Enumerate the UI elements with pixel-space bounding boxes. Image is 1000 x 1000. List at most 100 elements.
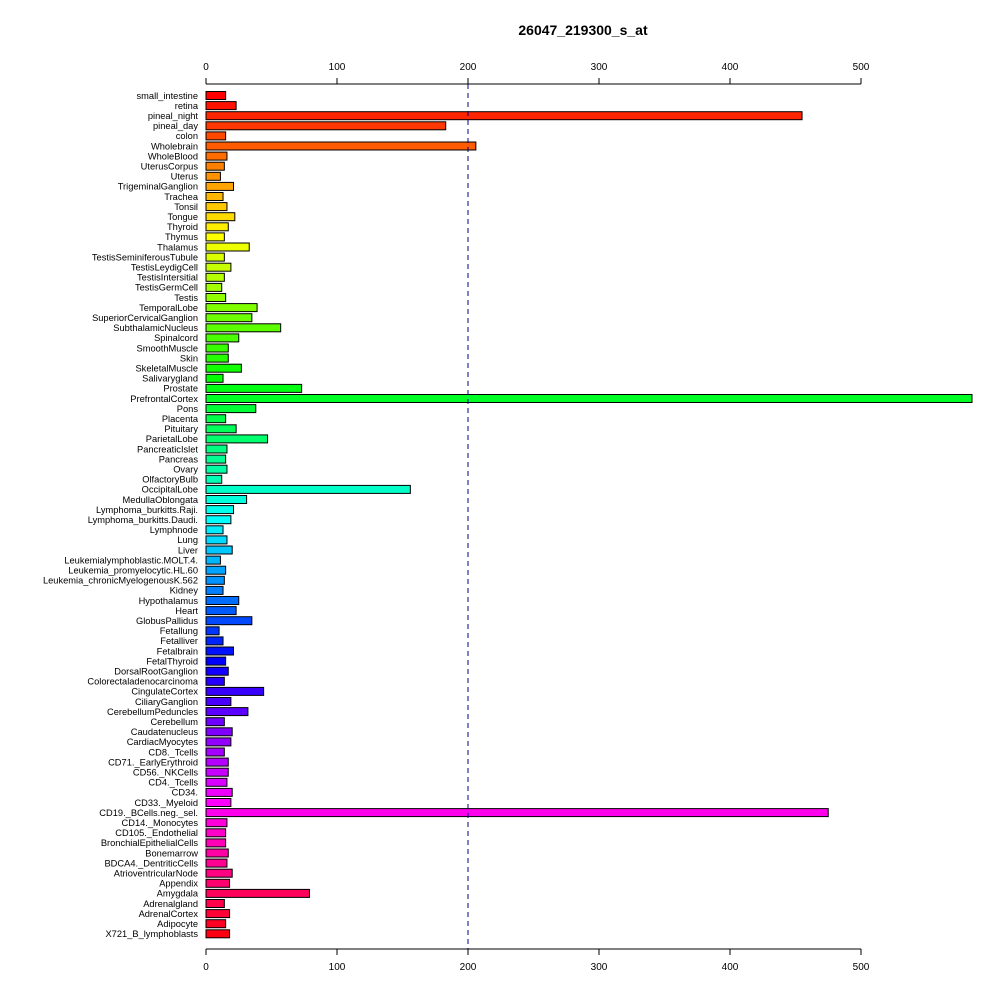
bar <box>205 707 249 717</box>
bar <box>205 121 447 131</box>
category-label: OccipitalLobe <box>142 485 198 495</box>
bar <box>205 818 228 828</box>
category-label: Bonemarrow <box>145 848 198 858</box>
category-label: Testis <box>174 293 198 303</box>
category-label: CerebellumPeduncles <box>107 707 198 717</box>
category-label: Cerebellum <box>150 717 198 727</box>
bar <box>205 373 224 383</box>
category-label: Uterus <box>171 172 199 182</box>
bottom-tick-label: 500 <box>853 962 870 973</box>
bar <box>205 555 221 565</box>
bar <box>205 333 240 343</box>
top-tick-label: 300 <box>591 62 608 73</box>
bar <box>205 434 269 444</box>
category-label: Trachea <box>164 192 199 202</box>
category-label: PrefrontalCortex <box>130 394 198 404</box>
bar <box>205 596 240 605</box>
category-label: SkeletalMuscle <box>135 364 198 374</box>
category-label: TestisSeminiferousTubule <box>92 252 198 262</box>
bar <box>205 545 233 555</box>
category-label: pineal_day <box>153 121 198 131</box>
category-label: Pancreas <box>159 454 199 464</box>
category-label: DorsalRootGanglion <box>114 667 198 677</box>
bar <box>205 101 237 111</box>
bar <box>205 181 235 191</box>
bar <box>205 111 803 121</box>
bar <box>205 171 221 181</box>
category-label: Kidney <box>170 586 199 596</box>
bar <box>205 636 224 646</box>
bar <box>205 272 225 282</box>
category-label: SubthalamicNucleus <box>113 323 198 333</box>
bar <box>205 535 228 545</box>
bottom-tick-label: 0 <box>203 962 209 973</box>
bottom-tick-label: 400 <box>722 962 739 973</box>
category-label: CingulateCortex <box>131 687 198 697</box>
category-label: Leukemialymphoblastic.MOLT.4. <box>64 555 198 565</box>
bar <box>205 404 257 414</box>
top-tick-label: 400 <box>722 62 739 73</box>
bar <box>205 767 229 777</box>
bar <box>205 585 224 595</box>
category-label: CD4._Tcells <box>148 778 198 788</box>
category-label: CD105._Endothelial <box>115 828 198 838</box>
bar <box>205 313 253 323</box>
bar <box>205 464 228 474</box>
category-label: Salivarygland <box>142 374 198 384</box>
category-label: PancreaticIslet <box>137 444 198 454</box>
category-label: Pituitary <box>164 424 198 434</box>
bottom-tick-label: 200 <box>460 962 477 973</box>
category-label: Lung <box>177 535 198 545</box>
category-label: Fetalbrain <box>157 646 198 656</box>
category-label: CD56._NKCells <box>133 768 198 778</box>
chart-title: 26047_219300_s_at <box>518 22 648 38</box>
category-label: CD71._EarlyErythroid <box>108 757 198 767</box>
category-label: AdrenalCortex <box>139 909 199 919</box>
category-label: Colorectaladenocarcinoma <box>87 677 198 687</box>
bar <box>205 474 223 484</box>
bar <box>205 787 233 797</box>
bar <box>205 757 229 767</box>
bottom-tick-label: 300 <box>591 962 608 973</box>
bar <box>205 565 227 575</box>
bar <box>205 131 227 141</box>
bar <box>205 293 227 302</box>
bar <box>205 575 225 585</box>
category-label: CD8._Tcells <box>148 747 198 757</box>
category-label: TrigeminalGanglion <box>118 182 198 192</box>
bar <box>205 363 242 373</box>
bar <box>205 212 236 222</box>
bar <box>205 515 232 525</box>
category-label: BDCA4._DentriticCells <box>104 858 198 868</box>
bar <box>205 242 250 252</box>
category-label: Placenta <box>162 414 199 424</box>
bar <box>205 838 227 848</box>
bar <box>205 676 225 686</box>
bar <box>205 394 973 403</box>
bar <box>205 848 229 858</box>
category-label: TemporalLobe <box>139 303 198 313</box>
bar <box>205 656 227 666</box>
category-label: Thyroid <box>167 222 198 232</box>
bar <box>205 91 227 100</box>
bar <box>205 888 310 898</box>
bar <box>205 717 225 727</box>
bar <box>205 666 229 676</box>
bar <box>205 929 231 939</box>
category-label: CardiacMyocytes <box>127 737 199 747</box>
bar <box>205 484 411 494</box>
category-label: BronchialEpithelialCells <box>101 838 199 848</box>
category-label: Thymus <box>165 232 198 242</box>
category-label: Adipocyte <box>157 919 198 929</box>
bars-group <box>205 91 973 939</box>
bar <box>205 899 225 908</box>
category-label: Caudatenucleus <box>131 727 199 737</box>
bar <box>205 383 303 393</box>
top-tick-label: 0 <box>203 62 209 73</box>
bar <box>205 202 228 212</box>
bar <box>205 192 224 201</box>
bar <box>205 777 228 787</box>
category-label: MedullaOblongata <box>123 495 199 505</box>
category-label: OlfactoryBulb <box>142 475 198 485</box>
